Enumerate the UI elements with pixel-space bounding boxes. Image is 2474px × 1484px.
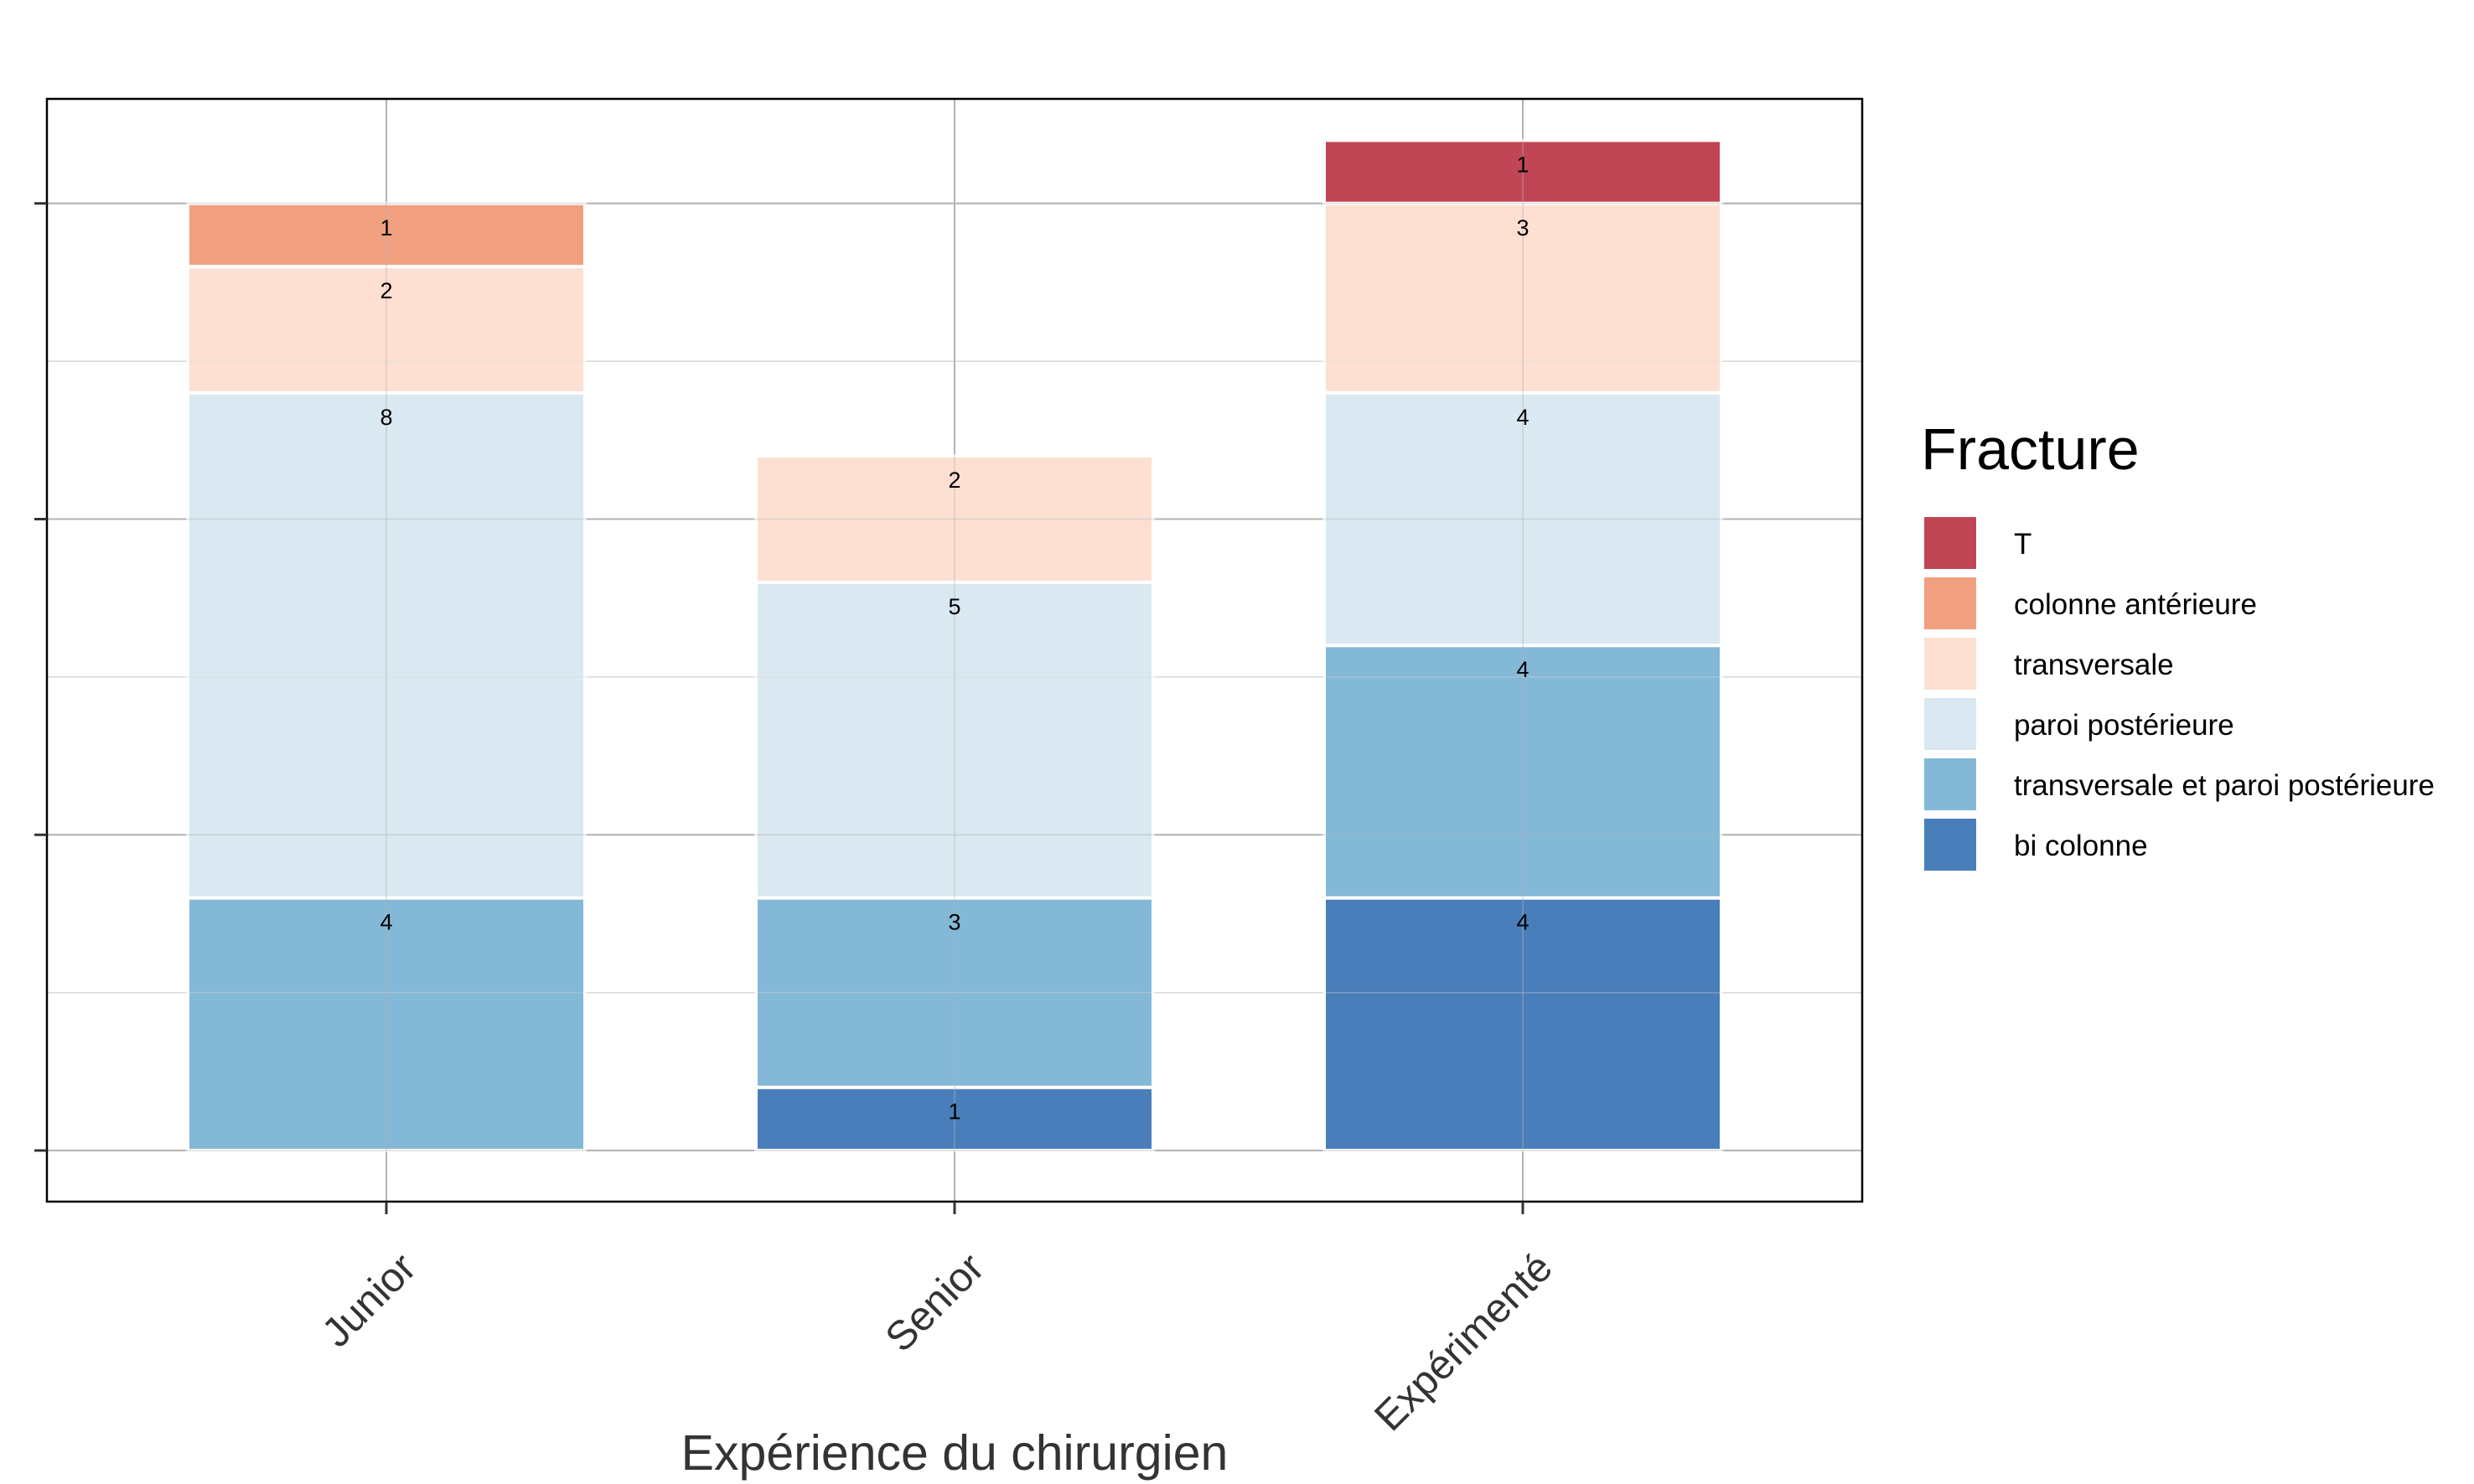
bar-value-label: 5 <box>948 594 960 619</box>
legend-label: T <box>2014 528 2031 561</box>
bar-value-label: 8 <box>380 405 392 430</box>
bar-value-label: 4 <box>1516 405 1529 430</box>
bar-value-label: 2 <box>948 468 960 493</box>
bar-value-labels: 4 8 2 1 1 3 5 2 4 4 4 3 1 <box>380 152 1529 1124</box>
legend-key <box>1921 755 1980 814</box>
legend-label: transversale et paroi postérieure <box>2014 769 2435 802</box>
legend-key <box>1921 815 1980 874</box>
bar-value-label: 2 <box>380 278 392 303</box>
legend-key <box>1921 514 1980 572</box>
legend-title: Fracture <box>1921 416 2140 482</box>
bar-segment <box>1322 896 1723 1152</box>
bars <box>186 138 1723 1153</box>
legend-label: transversale <box>2014 649 2174 681</box>
bar-value-label: 4 <box>1516 657 1529 682</box>
bar-value-label: 3 <box>948 910 960 935</box>
bar-segment <box>1322 201 1723 395</box>
bar-segment <box>754 1085 1155 1153</box>
bar-value-label: 1 <box>1516 152 1529 177</box>
x-axis-title: Expérience du chirurgien <box>681 1425 1229 1481</box>
legend-label: paroi postérieure <box>2014 709 2234 742</box>
bar-segment <box>754 580 1155 900</box>
bar-value-label: 3 <box>1516 215 1529 240</box>
bar-segment <box>186 390 587 900</box>
bar-value-label: 4 <box>1516 910 1529 935</box>
legend-key <box>1921 695 1980 753</box>
legend-label: colonne antérieure <box>2014 588 2257 621</box>
bar-segment <box>754 454 1155 584</box>
bar-segment <box>186 896 587 1152</box>
overlay-grid-lines <box>47 99 1862 1202</box>
legend-key <box>1921 574 1980 633</box>
legend-key <box>1921 634 1980 693</box>
bar-segment <box>754 896 1155 1089</box>
bar-segment <box>186 201 587 269</box>
bar-value-label: 1 <box>948 1099 960 1125</box>
bar-segment <box>1322 138 1723 205</box>
bar-value-label: 4 <box>380 910 392 935</box>
bar-segment <box>186 265 587 395</box>
bar-value-label: 1 <box>380 215 392 240</box>
legend-label: bi colonne <box>2014 830 2148 862</box>
bar-segment <box>1322 644 1723 900</box>
